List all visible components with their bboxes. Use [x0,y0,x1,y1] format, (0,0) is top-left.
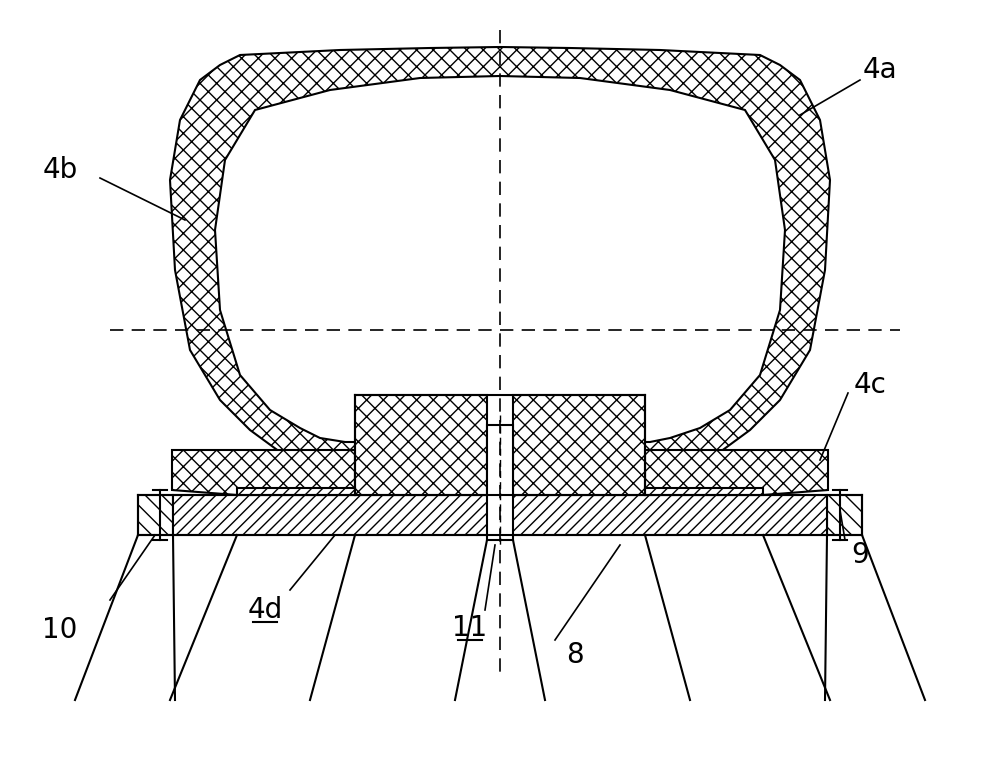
Text: 11: 11 [452,614,488,642]
Polygon shape [215,76,785,442]
Polygon shape [513,395,645,495]
Text: 4a: 4a [863,56,897,84]
Text: 4b: 4b [42,156,78,184]
Polygon shape [170,47,830,466]
Polygon shape [645,450,828,495]
Text: 8: 8 [566,641,584,669]
Text: 9: 9 [851,541,869,569]
Text: 4d: 4d [247,596,283,624]
Polygon shape [827,495,862,535]
Polygon shape [355,395,487,495]
Polygon shape [138,495,173,535]
Polygon shape [172,450,355,495]
Polygon shape [173,495,827,535]
Polygon shape [645,488,763,495]
Text: 10: 10 [42,616,78,644]
Text: 4c: 4c [854,371,886,399]
Polygon shape [487,425,513,540]
Polygon shape [237,488,355,495]
